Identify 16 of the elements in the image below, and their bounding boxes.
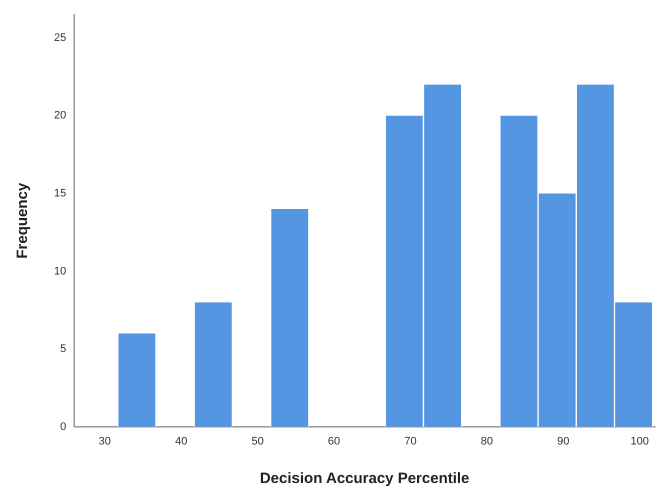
x-tick-label: 80 (480, 435, 494, 448)
x-tick-label: 40 (175, 435, 188, 448)
x-axis-title: Decision Accuracy Percentile (260, 470, 470, 488)
x-tick-label: 90 (557, 435, 570, 448)
y-tick-label: 15 (54, 188, 66, 200)
x-tick-label: 30 (98, 435, 111, 448)
y-axis-title: Frequency (14, 182, 32, 259)
y-tick-label: 20 (54, 110, 66, 122)
x-tick-label: 60 (328, 435, 340, 448)
y-tick-label: 25 (54, 32, 66, 44)
x-tick-label: 100 (630, 435, 649, 448)
y-tick-label: 10 (54, 265, 66, 278)
y-tick-label: 5 (60, 343, 66, 356)
x-tick-label: 70 (404, 435, 417, 448)
y-tick-label: 0 (60, 420, 66, 433)
x-tick-label: 50 (252, 435, 264, 448)
